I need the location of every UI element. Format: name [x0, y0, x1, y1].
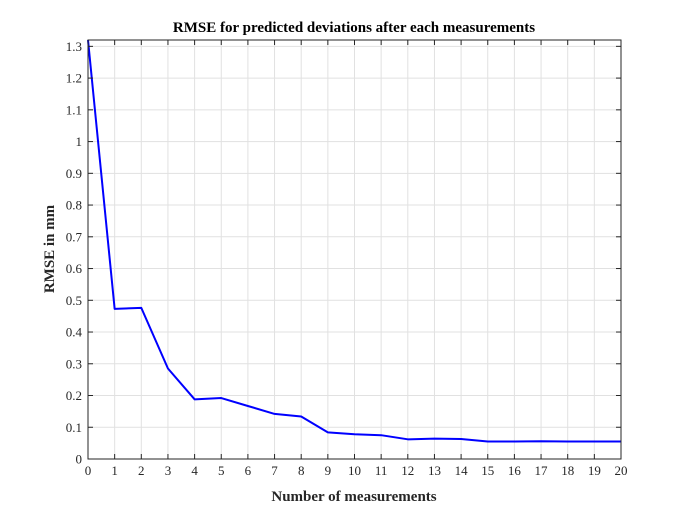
- x-tick-label: 3: [165, 463, 172, 478]
- x-tick-label: 8: [298, 463, 305, 478]
- y-tick-label: 0.4: [66, 325, 83, 340]
- y-tick-label: 0.3: [66, 356, 82, 371]
- x-tick-label: 17: [535, 463, 549, 478]
- y-axis: 0 0.1 0.2 0.3 0.4 0.5 0.6 0.7 0.8 0.9 1 1.1 1.2 1.3: [66, 39, 621, 467]
- x-tick-label: 11: [375, 463, 388, 478]
- y-tick-label: 0: [76, 452, 83, 467]
- x-tick-label: 12: [401, 463, 414, 478]
- x-axis-label: Number of measurements: [271, 489, 436, 505]
- x-tick-label: 0: [85, 463, 92, 478]
- y-tick-label: 1: [76, 134, 83, 149]
- y-tick-label: 0.6: [66, 261, 83, 276]
- x-tick-label: 1: [111, 463, 118, 478]
- y-tick-label: 0.2: [66, 388, 82, 403]
- x-tick-label: 18: [561, 463, 574, 478]
- chart-title: RMSE for predicted deviations after each…: [173, 20, 535, 36]
- x-tick-label: 13: [428, 463, 441, 478]
- y-tick-label: 1.2: [66, 71, 82, 86]
- y-tick-label: 0.5: [66, 293, 82, 308]
- y-axis-label: RMSE in mm: [42, 204, 58, 293]
- x-tick-label: 15: [481, 463, 494, 478]
- y-tick-label: 0.9: [66, 166, 82, 181]
- plot-series: [87, 39, 622, 443]
- x-tick-label: 20: [615, 463, 628, 478]
- y-tick-label: 1.1: [66, 102, 82, 117]
- x-tick-label: 14: [455, 463, 469, 478]
- x-tick-label: 4: [191, 463, 198, 478]
- grid: [87, 40, 622, 460]
- x-tick-label: 19: [588, 463, 601, 478]
- x-tick-label: 6: [245, 463, 252, 478]
- y-tick-label: 0.8: [66, 198, 82, 213]
- x-tick-label: 16: [508, 463, 522, 478]
- x-tick-label: 7: [271, 463, 278, 478]
- x-tick-label: 2: [138, 463, 145, 478]
- x-tick-label: 10: [348, 463, 361, 478]
- y-tick-label: 0.1: [66, 420, 82, 435]
- y-tick-label: 1.3: [66, 39, 82, 54]
- x-tick-label: 5: [218, 463, 225, 478]
- y-tick-label: 0.7: [66, 229, 83, 244]
- x-axis: 0 1 2 3 4 5 6 7 8 9 10 11 12 13 14 15 16 17 18 19 20: [85, 40, 628, 478]
- x-tick-label: 9: [325, 463, 332, 478]
